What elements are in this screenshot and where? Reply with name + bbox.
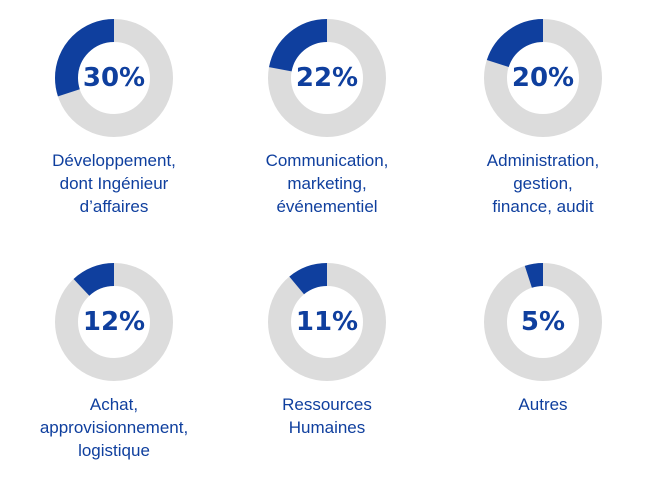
donut-percent-label: 12% (83, 307, 145, 337)
donut-value-arc (484, 19, 602, 137)
donut-chart: 22% (268, 19, 386, 137)
donut-category-label: Achat, approvisionnement, logistique (39, 395, 189, 460)
donut-item-autres: 5% Autres (443, 262, 643, 492)
donut-percent-label: 11% (296, 307, 358, 337)
donut-value-arc (484, 263, 602, 381)
donut-percent-label: 22% (296, 63, 358, 93)
donut-percent-label: 5% (521, 307, 565, 337)
donut-item-achat: 12% Achat, approvisionnement, logistique (14, 262, 214, 492)
donut-category-label: Développement, dont Ingénieur d’affaires (52, 151, 176, 216)
donut-chart-grid: { "chart_data": { "type": "pie", "colors… (14, 18, 643, 460)
donut-percent-label: 30% (83, 63, 145, 93)
donut-category-label: Autres (518, 395, 568, 414)
donut-item-developpement: 30% Développement, dont Ingénieur d’affa… (14, 18, 214, 248)
donut-category-label: Ressources Humaines (282, 395, 372, 437)
donut-chart: 30% (55, 19, 173, 137)
donut-percent-label: 20% (512, 63, 574, 93)
donut-chart: 5% (484, 263, 602, 381)
donut-item-communication: 22% Communication, marketing, événementi… (227, 18, 427, 248)
donut-value-arc (55, 19, 173, 137)
donut-category-label: Communication, marketing, événementiel (265, 151, 389, 216)
donut-chart: 11% (268, 263, 386, 381)
donut-chart: 12% (55, 263, 173, 381)
donut-value-arc (55, 263, 173, 381)
donut-chart: 20% (484, 19, 602, 137)
donut-value-arc (268, 263, 386, 381)
donut-value-arc (268, 19, 386, 137)
donut-item-ressources-humaines: 11% Ressources Humaines (227, 262, 427, 492)
donut-item-administration: 20% Administration, gestion, finance, au… (443, 18, 643, 248)
donut-category-label: Administration, gestion, finance, audit (486, 151, 600, 216)
